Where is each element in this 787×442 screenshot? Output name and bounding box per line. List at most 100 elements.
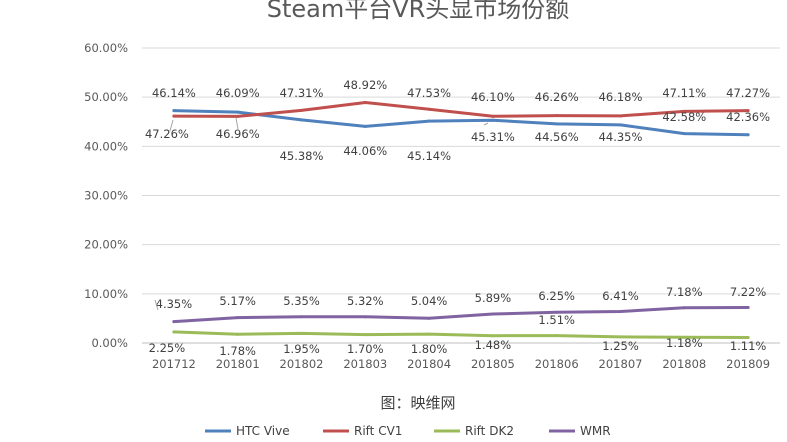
data-label-rift-cv1: 46.18% <box>599 90 643 104</box>
data-label-rift-dk2: 1.51% <box>538 313 575 327</box>
data-point-htc-vive <box>619 123 622 127</box>
x-tick-label: 201803 <box>343 357 387 371</box>
label-leader-line <box>154 299 159 311</box>
y-tick-label: 0.00% <box>91 336 128 350</box>
x-tick-label: 201804 <box>407 357 451 371</box>
data-label-rift-cv1: 48.92% <box>343 78 387 92</box>
legend-label-wmr: WMR <box>580 424 611 438</box>
series-line-rift-dk2 <box>172 330 750 339</box>
data-label-wmr: 5.32% <box>347 294 384 308</box>
data-point-rift-cv1 <box>300 108 303 112</box>
legend-label-htc-vive: HTC Vive <box>236 424 290 438</box>
data-label-rift-cv1: 47.27% <box>726 86 770 100</box>
data-label-rift-cv1: 46.14% <box>152 86 196 100</box>
data-label-wmr: 6.25% <box>538 289 575 303</box>
data-point-wmr <box>682 306 686 310</box>
data-label-htc-vive: 45.31% <box>471 130 515 144</box>
x-tick-label: 201805 <box>471 357 515 371</box>
data-point-htc-vive <box>236 110 240 114</box>
x-tick-label: 201806 <box>535 357 579 371</box>
data-point-rift-cv1 <box>555 114 559 118</box>
data-point-rift-cv1 <box>363 100 367 104</box>
data-point-wmr <box>300 315 303 319</box>
data-point-rift-dk2 <box>491 334 495 338</box>
label-leader-line <box>169 119 174 132</box>
data-label-wmr: 5.17% <box>219 294 256 308</box>
label-leader-line <box>483 122 489 126</box>
data-label-rift-dk2: 1.78% <box>219 344 256 358</box>
data-label-wmr: 6.41% <box>602 289 639 303</box>
source-note: 图：映维网 <box>380 394 455 412</box>
data-point-wmr <box>491 312 495 316</box>
data-label-rift-cv1: 47.11% <box>662 86 706 100</box>
data-point-htc-vive <box>300 118 303 122</box>
data-point-rift-dk2 <box>682 335 686 339</box>
y-tick-label: 50.00% <box>84 90 128 104</box>
x-tick-label: 201802 <box>280 357 324 371</box>
data-label-rift-dk2: 1.95% <box>283 342 320 356</box>
data-label-rift-dk2: 1.48% <box>475 338 512 352</box>
data-point-rift-dk2 <box>427 332 431 336</box>
data-label-rift-dk2: 1.80% <box>411 342 448 356</box>
y-tick-label: 20.00% <box>84 238 128 252</box>
data-point-rift-cv1 <box>427 107 431 111</box>
data-label-wmr: 7.22% <box>730 285 767 299</box>
x-tick-label: 201801 <box>216 357 260 371</box>
data-point-rift-dk2 <box>236 332 240 336</box>
data-label-rift-dk2: 1.18% <box>666 336 703 350</box>
data-label-htc-vive: 42.58% <box>662 110 706 124</box>
x-axis-ticks: 201712 201801 201802 201803 201804 201805 2018… <box>152 357 770 371</box>
data-point-rift-cv1 <box>682 109 686 113</box>
data-label-htc-vive: 42.36% <box>726 110 770 124</box>
data-point-htc-vive <box>682 132 686 136</box>
data-point-htc-vive <box>172 109 176 113</box>
data-point-htc-vive <box>363 124 367 128</box>
data-label-htc-vive: 45.38% <box>280 149 324 163</box>
y-tick-label: 40.00% <box>84 139 128 153</box>
data-label-rift-cv1: 46.26% <box>535 90 579 104</box>
data-label-wmr: 5.35% <box>283 294 320 308</box>
series-line-wmr <box>172 306 750 324</box>
data-point-wmr <box>427 316 431 320</box>
data-point-rift-dk2 <box>172 330 176 334</box>
data-label-htc-vive: 47.26% <box>145 127 189 141</box>
y-tick-label: 10.00% <box>84 287 128 301</box>
data-label-rift-dk2: 2.25% <box>149 341 186 355</box>
series-lines <box>172 100 750 340</box>
data-point-rift-dk2 <box>363 333 367 337</box>
data-label-htc-vive: 46.96% <box>216 127 260 141</box>
data-point-wmr <box>172 320 176 324</box>
data-label-rift-cv1: 46.09% <box>216 86 260 100</box>
data-point-wmr <box>555 310 559 314</box>
data-label-rift-dk2: 1.11% <box>730 339 767 353</box>
grid-layer <box>142 47 780 344</box>
data-point-wmr <box>363 315 367 319</box>
data-point-wmr <box>746 306 750 310</box>
chart-title: Steam平台VR头显市场份额 <box>267 0 570 23</box>
data-label-wmr: 4.35% <box>156 297 193 311</box>
legend-label-rift-dk2: Rift DK2 <box>465 424 514 438</box>
data-point-rift-cv1 <box>619 114 622 118</box>
data-label-htc-vive: 44.56% <box>535 130 579 144</box>
data-point-rift-cv1 <box>746 109 750 113</box>
x-tick-label: 201807 <box>599 357 643 371</box>
data-point-rift-dk2 <box>300 331 303 335</box>
data-point-rift-dk2 <box>619 335 622 339</box>
data-label-rift-dk2: 1.25% <box>602 339 639 353</box>
data-label-wmr: 7.18% <box>666 285 703 299</box>
y-axis-ticks: 0.00% 10.00% 20.00% 30.00% 40.00% 50.00% 60.00… <box>84 41 128 350</box>
data-point-rift-cv1 <box>236 114 240 118</box>
series-line-rift-cv1 <box>172 101 750 118</box>
data-label-rift-cv1: 46.10% <box>471 90 515 104</box>
label-leader-line <box>235 117 239 130</box>
data-point-rift-dk2 <box>555 334 559 338</box>
data-point-htc-vive <box>746 133 750 137</box>
legend-label-rift-cv1: Rift CV1 <box>354 424 402 438</box>
series-line-htc-vive <box>172 109 750 137</box>
y-tick-label: 60.00% <box>84 41 128 55</box>
y-tick-label: 30.00% <box>84 189 128 203</box>
data-point-htc-vive <box>427 119 431 123</box>
x-tick-label: 201809 <box>726 357 770 371</box>
data-label-wmr: 5.89% <box>475 291 512 305</box>
